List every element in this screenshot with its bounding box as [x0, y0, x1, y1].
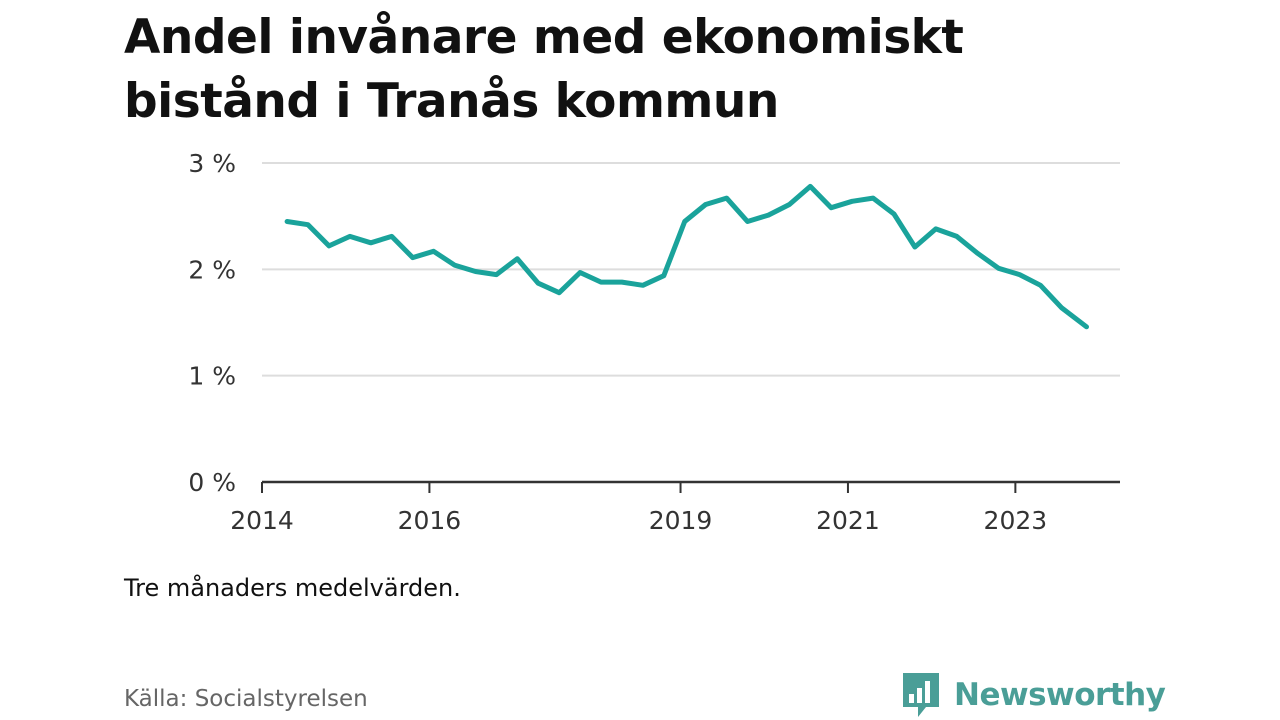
- newsworthy-chart-icon: [903, 673, 939, 717]
- chart-title: Andel invånare med ekonomiskt bistånd i …: [124, 10, 964, 129]
- series-line: [284, 183, 1089, 330]
- series-group: [284, 183, 1089, 330]
- y-tick-label: 2 %: [188, 255, 236, 284]
- newsworthy-logo[interactable]: Newsworthy: [900, 670, 1166, 720]
- x-tick-label: 2014: [230, 506, 294, 535]
- y-tick-label: 3 %: [188, 149, 236, 178]
- source-credit: Källa: Socialstyrelsen: [124, 686, 368, 712]
- grid-lines: [262, 162, 1120, 377]
- y-tick-label: 1 %: [188, 362, 236, 391]
- x-tick-label: 2019: [649, 506, 713, 535]
- x-tick-label: 2023: [984, 506, 1048, 535]
- x-axis: 2014 2016 2019 2021 2023: [230, 480, 1120, 535]
- chart-note: Tre månaders medelvärden.: [124, 574, 461, 602]
- x-tick-label: 2021: [816, 506, 880, 535]
- brand-name: Newsworthy: [954, 677, 1166, 713]
- y-axis-labels: 0 % 1 % 2 % 3 %: [188, 149, 236, 497]
- y-tick-label: 0 %: [188, 468, 236, 497]
- x-tick-label: 2016: [398, 506, 462, 535]
